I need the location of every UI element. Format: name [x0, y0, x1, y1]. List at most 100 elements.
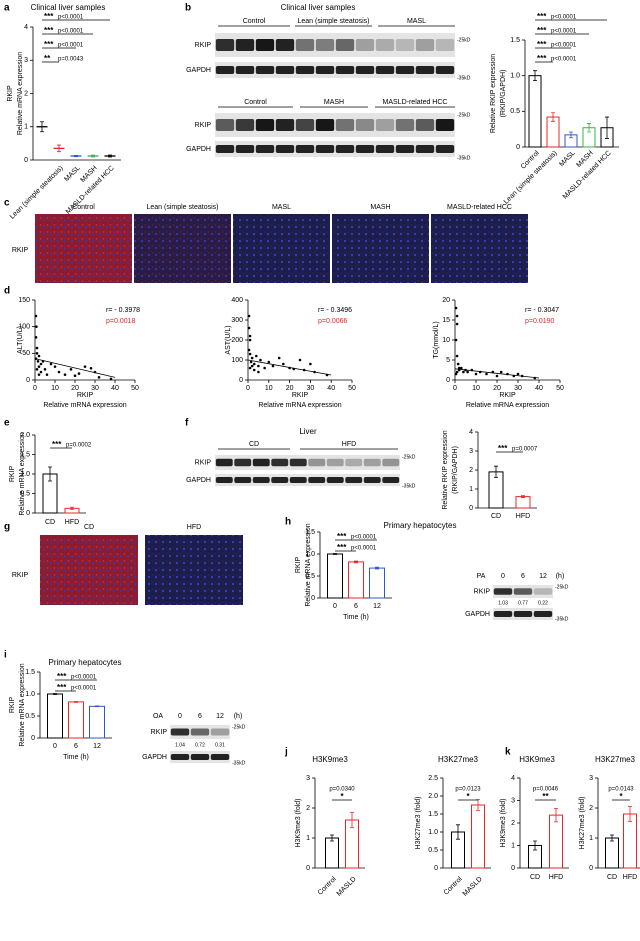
point — [263, 366, 266, 370]
y-axis-label: H3K9me3 (fold) — [295, 798, 302, 847]
sig-stars: *** — [537, 40, 547, 49]
p-value: p=0.0340 — [329, 787, 355, 793]
blot-band — [335, 119, 355, 131]
point — [247, 314, 251, 318]
y-tick-label: 200 — [231, 337, 243, 344]
x-axis-label: Relative mRNA expression — [43, 402, 126, 409]
blot-band — [415, 66, 435, 74]
blot-band — [382, 458, 400, 467]
bar — [623, 813, 637, 869]
chart-title: H3K9me3 — [312, 755, 348, 764]
y-tick-label: 100 — [18, 324, 30, 331]
column-label: Lean (simple steatosis) — [147, 204, 219, 211]
x-tick-label: 20 — [493, 385, 501, 392]
error-bar — [533, 70, 537, 82]
blot-band — [315, 145, 335, 153]
x-tick-label: 10 — [265, 385, 273, 392]
y-tick-label: 2 — [511, 820, 515, 827]
y-tick-label: 2 — [589, 805, 593, 812]
point — [83, 365, 87, 368]
blot-membrane — [215, 113, 455, 137]
p-value: p<0.0001 — [551, 15, 577, 21]
point — [455, 370, 459, 374]
panel-label: d — [4, 286, 10, 297]
point — [73, 374, 77, 378]
sig-stars: * — [340, 792, 344, 801]
point — [271, 364, 275, 368]
point — [249, 360, 253, 364]
point — [298, 358, 302, 362]
panel-label: j — [284, 747, 288, 758]
y-tick-label: 1.0 — [510, 73, 520, 80]
y-axis-label: Relative mRNA expression — [305, 523, 312, 606]
row-label: RKIP — [151, 729, 168, 736]
unit-label: (h) — [234, 713, 243, 720]
point — [37, 354, 41, 358]
point — [259, 358, 262, 362]
point — [499, 370, 503, 374]
y-tick-label: 400 — [231, 297, 243, 304]
sig-stars: *** — [498, 444, 508, 453]
point — [43, 368, 47, 371]
group-label: Control — [244, 99, 267, 106]
r-value: r= - 0.3978 — [106, 307, 140, 314]
blot-band — [435, 145, 455, 153]
x-tick-label: 30 — [514, 385, 522, 392]
x-tick-label: MASLD — [336, 876, 358, 898]
x-tick-label: 10 — [472, 385, 480, 392]
size-marker: -25kD — [232, 724, 246, 730]
y-tick-label: 1.5 — [428, 811, 438, 818]
p-value: p<0.0001 — [71, 675, 97, 681]
blot-band — [252, 458, 270, 467]
sig-stars: *** — [57, 672, 67, 681]
x-tick-label: 50 — [348, 385, 356, 392]
y-tick-label: 4 — [511, 775, 515, 782]
group-label: MASL — [407, 18, 426, 25]
sig-stars: *** — [537, 26, 547, 35]
error-bar — [551, 112, 555, 122]
point — [252, 368, 256, 372]
row-label: GAPDH — [142, 754, 167, 761]
row-label: RKIP — [195, 42, 212, 49]
y-tick-label: 0.5 — [20, 490, 30, 497]
y-axis-label: Relative mRNA expression — [19, 663, 26, 746]
point — [35, 368, 39, 371]
error-bar — [74, 154, 78, 158]
panel-title: Liver — [299, 427, 317, 436]
blot-band — [215, 66, 235, 74]
error-bar — [48, 466, 52, 482]
y-tick-label: 15 — [442, 317, 450, 324]
point — [495, 374, 499, 378]
point — [282, 362, 285, 366]
y-tick-label: 0 — [26, 377, 30, 384]
point — [462, 370, 465, 374]
blot-band — [271, 458, 289, 467]
y-tick-label: 1.0 — [20, 471, 30, 478]
y-axis-label: RKIP — [9, 466, 16, 483]
blot-band — [395, 119, 415, 131]
row-label: GAPDH — [186, 67, 211, 74]
group-label: Lean (simple steatosis) — [298, 18, 370, 25]
point — [455, 354, 459, 358]
x-tick-label: 10 — [51, 385, 59, 392]
bar — [549, 814, 563, 869]
sig-stars: *** — [337, 543, 347, 552]
panel-label: b — [185, 3, 191, 14]
blot-band — [513, 588, 533, 595]
error-bar — [330, 834, 334, 842]
blot-band — [190, 754, 210, 760]
panel-label: a — [4, 3, 10, 14]
blot-band — [190, 728, 210, 736]
p-value: p=0.0066 — [318, 318, 347, 325]
blot-band — [255, 66, 275, 74]
blot-band — [234, 458, 252, 467]
error-bar — [57, 144, 61, 153]
blot-band — [295, 145, 315, 153]
x-tick-label: 50 — [556, 385, 564, 392]
x-axis-label: RKIP — [77, 392, 94, 399]
point — [454, 372, 458, 376]
size-marker: -25kD — [402, 454, 416, 460]
sig-stars: *** — [44, 26, 54, 35]
panel-label: g — [4, 522, 10, 533]
fit-line — [247, 359, 332, 376]
